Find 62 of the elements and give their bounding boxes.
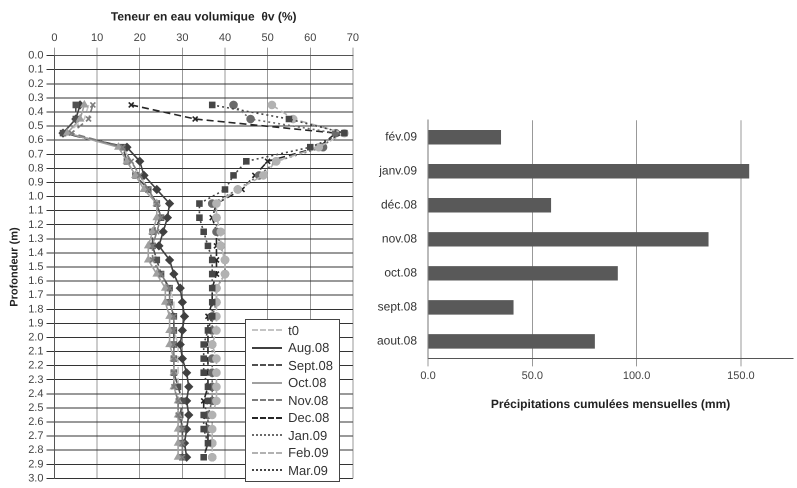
y-tick-label: 2.1	[28, 346, 44, 358]
y-tick-label: 3.0	[28, 472, 44, 484]
y-tick-label: 1.1	[28, 204, 44, 217]
y-tick-label: déc.08	[381, 198, 418, 212]
y-tick-label: 1.4	[28, 246, 44, 259]
y-tick-label: fév.09	[385, 130, 418, 144]
x-tick-label: 150.0	[727, 370, 755, 382]
y-tick-label: 0.5	[28, 120, 44, 132]
y-tick-label: 1.5	[28, 261, 44, 274]
y-tick-label: 0.2	[28, 78, 44, 90]
x-tick-label: 0.0	[420, 370, 436, 382]
y-tick-label: 1.7	[28, 289, 44, 302]
legend-label: Oct.08	[288, 375, 326, 390]
legend-label: Jan.09	[288, 428, 328, 443]
y-tick-label: 0.7	[28, 148, 44, 160]
x-tick-label: 50.0	[522, 370, 544, 382]
y-tick-label: aout.08	[376, 334, 418, 348]
y-tick-label: 2.3	[28, 374, 44, 386]
legend-label: t0	[288, 322, 300, 338]
x-axis-title: Précipitations cumulées mensuelles (mm)	[490, 397, 730, 412]
y-tick-label: 2.0	[28, 332, 44, 344]
x-tick-label: 50	[262, 32, 274, 44]
x-tick-label: 20	[134, 32, 146, 44]
y-tick-label: janv.09	[378, 164, 418, 178]
y-tick-label: 2.7	[28, 430, 44, 442]
y-tick-label: nov.08	[382, 232, 418, 246]
x-tick-label: 100.0	[622, 370, 650, 382]
legend-label: Feb.09	[288, 445, 329, 460]
y-tick-label: 2.4	[28, 388, 44, 400]
y-tick-label: 2.5	[28, 402, 44, 414]
y-tick-label: 2.2	[28, 360, 44, 372]
legend-label: Aug.08	[288, 340, 330, 356]
y-tick-label: oct.08	[384, 266, 418, 280]
y-tick-label: 0.3	[28, 92, 44, 104]
legend-label: Nov.08	[288, 392, 328, 408]
legend-label: Sept.08	[288, 358, 333, 373]
y-tick-label: 0.4	[28, 106, 44, 118]
y-tick-label: 1.6	[28, 275, 44, 288]
x-tick-label: 60	[304, 32, 316, 44]
x-axis-title: Teneur en eau volumique θv (%)	[110, 10, 297, 24]
x-tick-label: 30	[176, 32, 188, 44]
x-tick-label: 70	[346, 32, 360, 44]
y-tick-label: 0.1	[28, 64, 44, 76]
y-tick-label: 1.0	[28, 190, 44, 203]
y-axis-title: Profondeur (m)	[8, 226, 21, 307]
x-tick-label: 0	[51, 32, 58, 44]
y-tick-label: 2.6	[28, 416, 44, 428]
legend-label: Dec.08	[288, 410, 330, 426]
x-tick-label: 10	[90, 32, 104, 44]
y-tick-label: 0.8	[28, 162, 44, 174]
legend-label: Mar.09	[288, 462, 328, 478]
y-tick-label: 0.6	[28, 134, 44, 146]
y-tick-label: 2.8	[28, 444, 44, 456]
x-tick-label: 40	[218, 32, 232, 44]
y-tick-label: 0.0	[28, 50, 44, 62]
y-tick-label: 1.9	[28, 317, 44, 330]
y-tick-label: 1.8	[28, 303, 44, 316]
y-tick-label: 1.3	[28, 232, 44, 245]
y-tick-label: 0.9	[28, 176, 44, 188]
y-tick-label: 2.9	[28, 458, 44, 470]
y-tick-label: 1.2	[28, 218, 44, 231]
y-tick-label: sept.08	[378, 300, 418, 314]
